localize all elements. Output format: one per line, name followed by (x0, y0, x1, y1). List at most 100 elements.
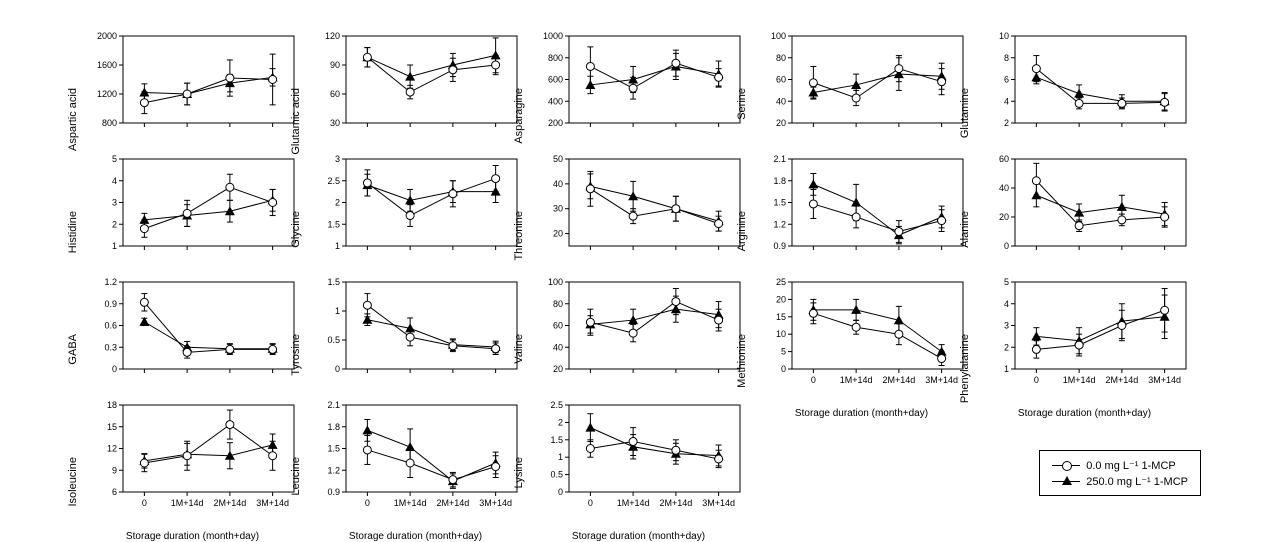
svg-text:800: 800 (548, 53, 563, 63)
legend-line-b (1052, 474, 1080, 488)
svg-text:60: 60 (999, 154, 1009, 164)
svg-text:30: 30 (330, 118, 340, 128)
svg-text:5: 5 (1004, 277, 1009, 287)
ylabel-histidine: Histidine (67, 211, 79, 253)
svg-text:1.8: 1.8 (327, 422, 340, 432)
panel-methionine: MethionineStorage duration (month+day)05… (754, 276, 969, 391)
svg-text:1.5: 1.5 (327, 219, 340, 229)
ylabel-isoleucine: Isoleucine (67, 457, 79, 507)
svg-text:2M+14d: 2M+14d (1105, 375, 1138, 385)
ylabel-serine: Serine (736, 88, 748, 120)
chart-svg-glycine: 11.522.53 (308, 153, 523, 268)
svg-text:15: 15 (776, 312, 786, 322)
chart-svg-asparagine: 2004006008001000 (531, 30, 746, 145)
svg-text:18: 18 (107, 400, 117, 410)
svg-text:1M+14d: 1M+14d (171, 498, 204, 508)
svg-text:60: 60 (553, 321, 563, 331)
svg-text:1: 1 (1004, 364, 1009, 374)
filled-triangle-icon (1062, 476, 1072, 485)
svg-text:2: 2 (1004, 342, 1009, 352)
svg-text:2.5: 2.5 (327, 176, 340, 186)
panel-glutamic: Glutamic acid306090120 (308, 30, 523, 145)
svg-text:30: 30 (553, 204, 563, 214)
svg-text:0: 0 (112, 364, 117, 374)
ylabel-asparagine: Asparagine (513, 88, 525, 144)
svg-text:2M+14d: 2M+14d (882, 375, 915, 385)
svg-text:4: 4 (112, 176, 117, 186)
xlabel-isoleucine: Storage duration (month+day) (126, 531, 259, 542)
svg-text:1M+14d: 1M+14d (840, 375, 873, 385)
svg-text:2000: 2000 (97, 31, 117, 41)
svg-text:0: 0 (1004, 241, 1009, 251)
panel-asparagine: Asparagine2004006008001000 (531, 30, 746, 145)
svg-text:1000: 1000 (543, 31, 563, 41)
ylabel-alanine: Alanine (959, 211, 971, 248)
open-circle-icon (1062, 461, 1072, 471)
svg-text:0.9: 0.9 (773, 241, 786, 251)
panel-arginine: Arginine0.91.21.51.82.1 (754, 153, 969, 268)
svg-text:80: 80 (776, 53, 786, 63)
svg-text:5: 5 (781, 347, 786, 357)
svg-text:15: 15 (107, 422, 117, 432)
panel-aspartic: Aspartic acid800120016002000 (85, 30, 300, 145)
svg-text:1M+14d: 1M+14d (1063, 375, 1096, 385)
chart-grid: Aspartic acid800120016002000Glutamic aci… (85, 30, 1192, 514)
svg-text:0.9: 0.9 (104, 299, 117, 309)
svg-text:40: 40 (553, 179, 563, 189)
chart-svg-histidine: 12345 (85, 153, 300, 268)
svg-text:0: 0 (142, 498, 147, 508)
svg-text:2M+14d: 2M+14d (436, 498, 469, 508)
svg-text:2.5: 2.5 (550, 400, 563, 410)
svg-text:3: 3 (1004, 321, 1009, 331)
svg-text:60: 60 (330, 89, 340, 99)
svg-text:0: 0 (558, 487, 563, 497)
ylabel-leucine: Leucine (290, 457, 302, 496)
svg-text:3M+14d: 3M+14d (256, 498, 289, 508)
panel-alanine: Alanine0204060 (977, 153, 1192, 268)
legend-label-a: 0.0 mg L⁻¹ 1-MCP (1086, 459, 1176, 472)
svg-text:60: 60 (776, 75, 786, 85)
ylabel-glutamine: Glutamine (959, 88, 971, 138)
svg-text:0.5: 0.5 (550, 470, 563, 480)
svg-text:1.8: 1.8 (773, 176, 786, 186)
svg-text:2M+14d: 2M+14d (659, 498, 692, 508)
svg-text:3: 3 (335, 154, 340, 164)
panel-lysine: LysineStorage duration (month+day)00.511… (531, 399, 746, 514)
panel-glutamine: Glutamine246810 (977, 30, 1192, 145)
ylabel-phenylalanine: Phenylalanine (959, 334, 971, 403)
panel-valine: Valine20406080100 (531, 276, 746, 391)
xlabel-leucine: Storage duration (month+day) (349, 531, 482, 542)
svg-text:40: 40 (999, 183, 1009, 193)
svg-text:6: 6 (1004, 75, 1009, 85)
ylabel-threonine: Threonine (513, 211, 525, 261)
svg-text:3M+14d: 3M+14d (479, 498, 512, 508)
svg-text:0: 0 (781, 364, 786, 374)
chart-svg-serine: 20406080100 (754, 30, 969, 145)
ylabel-gaba: GABA (67, 334, 79, 365)
legend: 0.0 mg L⁻¹ 1-MCP 250.0 mg L⁻¹ 1-MCP (1039, 450, 1201, 496)
svg-text:1200: 1200 (97, 89, 117, 99)
svg-text:0: 0 (335, 364, 340, 374)
svg-text:1: 1 (558, 452, 563, 462)
ylabel-tyrosine: Tyrosine (290, 334, 302, 376)
svg-text:4: 4 (1004, 96, 1009, 106)
svg-text:800: 800 (102, 118, 117, 128)
chart-svg-valine: 20406080100 (531, 276, 746, 391)
svg-text:1.2: 1.2 (327, 465, 340, 475)
svg-text:1.5: 1.5 (327, 277, 340, 287)
ylabel-methionine: Methionine (736, 334, 748, 388)
svg-text:1.5: 1.5 (773, 198, 786, 208)
svg-text:1M+14d: 1M+14d (394, 498, 427, 508)
svg-text:40: 40 (553, 342, 563, 352)
xlabel-methionine: Storage duration (month+day) (795, 408, 928, 419)
svg-text:90: 90 (330, 60, 340, 70)
chart-svg-gaba: 00.30.60.91.2 (85, 276, 300, 391)
svg-text:400: 400 (548, 96, 563, 106)
panel-tyrosine: Tyrosine00.511.5 (308, 276, 523, 391)
svg-text:12: 12 (107, 444, 117, 454)
chart-svg-methionine: 051015202501M+14d2M+14d3M+14d (754, 276, 969, 391)
svg-text:10: 10 (776, 329, 786, 339)
chart-svg-tyrosine: 00.511.5 (308, 276, 523, 391)
svg-text:2.1: 2.1 (773, 154, 786, 164)
panel-serine: Serine20406080100 (754, 30, 969, 145)
